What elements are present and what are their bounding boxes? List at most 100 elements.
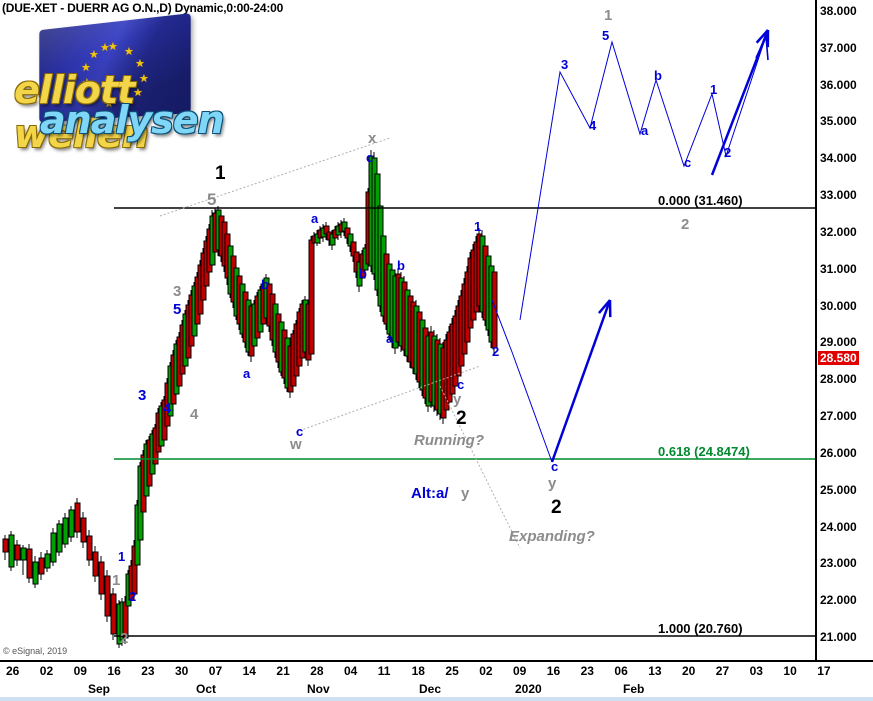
price-tick-label: 34.000 [820,151,857,166]
price-tick-label: 30.000 [820,298,857,313]
date-tick-label: 16 [107,664,121,678]
wave-label-3: 3 [138,387,147,404]
price-axis[interactable]: 38.000 37.000 36.000 35.000 34.000 33.000 32.0… [815,0,873,660]
date-tick-label: 20 [682,664,696,678]
wave-label-a: a [243,366,251,381]
wave-label-5: 5 [207,190,217,209]
wave-label-4: 4 [190,406,199,423]
wave-label-b: b [397,258,405,273]
bullish-arrow-top-right[interactable] [710,29,770,176]
fib-level-label: 1.000 (20.760) [658,621,743,636]
wave-label-y: y [548,475,557,492]
candle-body [98,561,105,595]
price-tick-label: 35.000 [820,114,857,129]
trendline-upper[interactable] [159,137,391,217]
date-tick-label: 07 [208,664,223,678]
candle-body [8,534,15,568]
price-tick-label: 25.000 [820,482,857,497]
price-tick-label: 29.000 [820,335,857,350]
wave-label-b: b [359,266,367,281]
wave-label-expanding: Expanding? [509,528,595,545]
candle-body [92,551,99,577]
wave-label-c: c [296,424,304,439]
candle-body [86,535,93,561]
price-tick-label: 24.000 [820,519,857,534]
impulse-arrow-head-a [755,35,767,59]
month-label: Feb [623,682,645,696]
date-tick-label: 23 [580,664,594,678]
date-tick-label: 09 [513,664,527,678]
wave-label-1: 1 [112,572,121,589]
wave-label-alta: Alt:a/ [411,485,449,502]
wave-label-1: 1 [118,549,126,564]
bullish-arrow-center-head-b [598,299,611,314]
wave-label-1: 1 [710,82,718,97]
price-tick-label: 37.000 [820,40,857,55]
candle-body [491,271,498,349]
wave-label-2: 2 [456,408,467,429]
candle-body [32,561,39,585]
price-tick-label: 21.000 [820,630,857,644]
price-tick-label: 26.000 [820,445,857,460]
price-tick-label: 32.000 [820,224,857,239]
projection-path-down[interactable] [491,299,553,463]
date-tick-label: 03 [749,664,763,678]
wave-label-1: 1 [604,7,613,24]
wave-label-b: b [261,277,269,292]
copyright-notice: © eSignal, 2019 [3,646,68,656]
date-tick-label: 02 [39,664,54,678]
price-plot-area[interactable]: 0.000 (31.460) 0.618 (24.8474) 1.000 (20.7… [0,0,815,660]
price-tick-label: 27.000 [820,409,857,424]
month-label: 2020 [515,682,542,696]
bottom-status-bar [0,697,873,701]
wave-label-5: 5 [602,28,610,43]
date-tick-label: 30 [175,664,189,678]
wave-label-b: b [654,68,662,83]
price-tick-label: 33.000 [820,188,857,203]
candle-body [62,517,69,545]
candle-body [14,544,21,561]
wave-label-5: 5 [173,301,182,318]
wave-label-y: y [453,391,462,408]
candle-body [68,509,75,538]
trendline-aux[interactable] [439,385,521,549]
elliott-wellen-analysen-logo: ★ ★ ★ ★ ★ ★ ★ ★ ★ ★ ★ ★ elliott wellen analyse… [14,13,225,156]
wave-label-2: 2 [681,216,690,233]
bullish-arrow-center[interactable] [550,299,612,463]
candle-body [74,502,81,533]
projection-path-impulse[interactable] [519,35,767,321]
date-tick-label: 14 [242,664,256,678]
date-tick-label: 10 [783,664,797,678]
wave-label-c: c [551,459,559,474]
logo-word-elliott-wellen: elliott wellen [14,68,149,156]
date-tick-label: 17 [817,664,831,678]
date-tick-label: 21 [276,664,290,678]
fib-level-label: 0.000 (31.460) [658,193,743,208]
date-axis[interactable]: 26 02 09 16 23 30 07 14 21 28 04 11 18 25 02 09 16 23 06 13… [0,660,873,701]
wave-label-2: 2 [724,145,732,160]
wave-label-3: 3 [173,283,182,300]
chart-canvas [2,29,815,648]
candle-body [44,553,51,569]
month-label: Sep [88,682,111,696]
candle-body [50,532,57,563]
wave-label-running: Running? [414,432,484,449]
date-tick-label: 02 [479,664,493,678]
wave-label-a: a [311,211,319,226]
fib-level-label: 0.618 (24.8474) [658,444,750,459]
candle-body [38,557,45,575]
wave-label-4: 4 [163,400,172,417]
wave-label-2: 2 [120,630,129,647]
price-tick-label: 31.000 [820,261,857,276]
date-tick-label: 28 [310,664,324,678]
candle-body [2,538,9,553]
wave-label-a: a [641,123,649,138]
date-tick-label: 13 [648,664,662,678]
date-tick-label: 06 [614,664,628,678]
trendline-lower[interactable] [295,365,481,433]
date-tick-label: 25 [445,664,459,678]
date-tick-label: 16 [546,664,561,678]
wave-label-3: 3 [561,57,569,72]
wave-label-y: y [461,485,470,502]
wave-label-a: a [386,331,394,346]
